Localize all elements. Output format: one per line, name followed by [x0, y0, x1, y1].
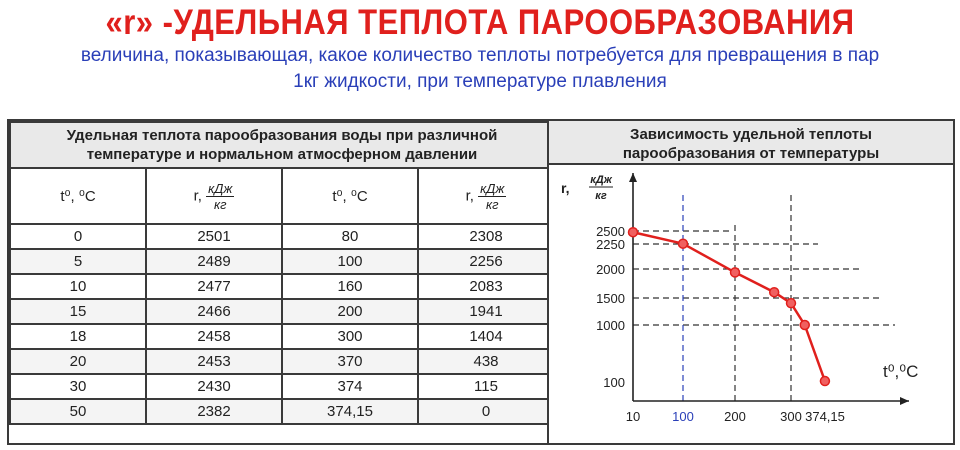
table-cell-r2: 1941	[417, 298, 555, 325]
table-cell-t1: 5	[9, 248, 147, 275]
y-axis-unit-denominator: кг	[595, 190, 607, 202]
table-cell-t1: 10	[9, 273, 147, 300]
unit-numerator: кДж	[478, 180, 507, 197]
data-point	[729, 267, 741, 278]
table-cell-t2: 370	[281, 348, 419, 375]
col-header-label: t⁰, ⁰C	[332, 188, 368, 205]
table-cell-r1: 2466	[145, 298, 283, 325]
data-table: Удельная теплота парообразования воды пр…	[9, 121, 555, 425]
col-header-temperature-2: t⁰, ⁰C	[281, 167, 419, 225]
table-cell-r2: 2308	[417, 223, 555, 250]
x-tick-label: 10	[626, 409, 640, 424]
table-cell-r2: 2256	[417, 248, 555, 275]
data-point	[627, 226, 639, 238]
unit-fraction: кДж кг	[206, 180, 235, 212]
table-row: 15 2466 200 1941	[9, 298, 555, 325]
series-line	[632, 230, 827, 382]
table-cell-t1: 0	[9, 223, 147, 250]
table-row: 10 2477 160 2083	[9, 273, 555, 300]
table-row: 20 2453 370 438	[9, 348, 555, 375]
chart-title-line-2: парообразования от температуры	[622, 145, 880, 162]
x-tick-label: 300	[780, 409, 802, 424]
y-axis-arrow	[629, 173, 637, 182]
table-cell-t2: 200	[281, 298, 419, 325]
table-cell-r1: 2477	[145, 273, 283, 300]
y-axis-unit-numerator: кДж	[590, 174, 613, 186]
table-cell-r1: 2489	[145, 248, 283, 275]
x-tick-label: 100	[672, 409, 694, 424]
table-cell-r2: 0	[417, 398, 555, 425]
table-cell-r1: 2453	[145, 348, 283, 375]
chart-panel: Зависимость удельной теплоты парообразов…	[547, 119, 955, 445]
table-cell-t1: 50	[9, 398, 147, 425]
x-axis-label: t⁰,⁰C	[883, 362, 918, 381]
table-cell-t2: 80	[281, 223, 419, 250]
definition-line-2: 1кг жидкости, при температуре плавления	[293, 71, 667, 92]
y-tick-label: 100	[603, 375, 625, 390]
table-cell-r1: 2458	[145, 323, 283, 350]
y-tick-label: 2250	[596, 237, 625, 252]
data-point	[785, 297, 797, 309]
table-row: 5 2489 100 2256	[9, 248, 555, 275]
chart-title-line-1: Зависимость удельной теплоты	[630, 126, 872, 143]
table-cell-t2: 100	[281, 248, 419, 275]
table-row: 50 2382 374,15 0	[9, 398, 555, 425]
table-title-line-1: Удельная теплота парообразования воды пр…	[66, 127, 498, 144]
y-tick-label: 2000	[596, 262, 625, 277]
table-title-line-2: температуре и нормальном атмосферном дав…	[86, 146, 478, 163]
x-tick-label: 374,15	[805, 409, 845, 424]
col-header-temperature-1: t⁰, ⁰C	[9, 167, 147, 225]
col-header-label: r,	[465, 186, 474, 204]
table-cell-t2: 374,15	[281, 398, 419, 425]
table-cell-t1: 20	[9, 348, 147, 375]
data-point	[768, 286, 780, 298]
col-header-label: r,	[193, 186, 202, 204]
unit-numerator: кДж	[206, 180, 235, 197]
chart-title: Зависимость удельной теплоты парообразов…	[549, 121, 953, 165]
table-cell-r2: 438	[417, 348, 555, 375]
table-row: 0 2501 80 2308	[9, 223, 555, 250]
data-point	[799, 319, 811, 331]
y-tick-label: 1000	[596, 318, 625, 333]
unit-fraction: кДж кг	[478, 180, 507, 212]
table-cell-r1: 2430	[145, 373, 283, 400]
page-title: «r» -УДЕЛЬНАЯ ТЕПЛОТА ПАРООБРАЗОВАНИЯ	[105, 2, 855, 43]
col-header-heat-2: r, кДж кг	[417, 167, 555, 225]
table-cell-t2: 160	[281, 273, 419, 300]
table-cell-r2: 115	[417, 373, 555, 400]
data-table-panel: Удельная теплота парообразования воды пр…	[7, 119, 557, 445]
table-row: 18 2458 300 1404	[9, 323, 555, 350]
table-row: 30 2430 374 115	[9, 373, 555, 400]
x-tick-label: 200	[724, 409, 746, 424]
data-point	[819, 375, 831, 387]
table-cell-t1: 15	[9, 298, 147, 325]
table-cell-r2: 2083	[417, 273, 555, 300]
y-tick-label: 2500	[596, 224, 625, 239]
data-point	[677, 238, 689, 249]
table-cell-t2: 300	[281, 323, 419, 350]
x-axis-arrow	[900, 397, 909, 405]
table-cell-t1: 30	[9, 373, 147, 400]
unit-denominator: кг	[213, 196, 227, 212]
table-cell-r2: 1404	[417, 323, 555, 350]
table-cell-r1: 2501	[145, 223, 283, 250]
table-cell-t1: 18	[9, 323, 147, 350]
table-cell-t2: 374	[281, 373, 419, 400]
col-header-label: t⁰, ⁰C	[60, 188, 96, 205]
y-axis-label: r,	[561, 180, 570, 196]
definition-line-1: величина, показывающая, какое количество…	[80, 45, 880, 66]
col-header-heat-1: r, кДж кг	[145, 167, 283, 225]
unit-denominator: кг	[485, 196, 499, 212]
table-cell-r1: 2382	[145, 398, 283, 425]
y-tick-label: 1500	[596, 291, 625, 306]
table-title: Удельная теплота парообразования воды пр…	[9, 121, 555, 169]
